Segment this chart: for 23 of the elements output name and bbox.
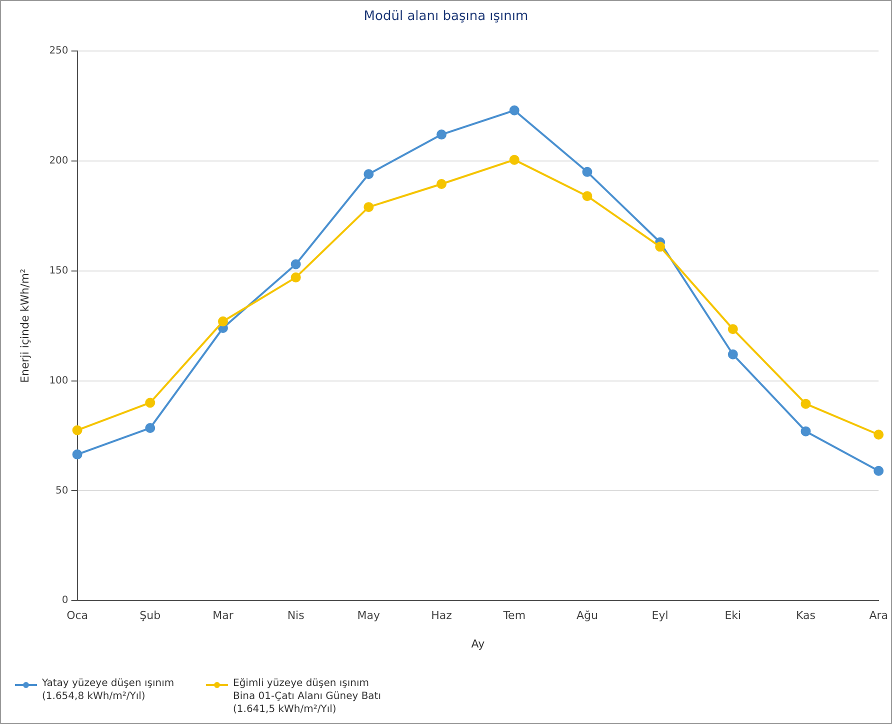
x-tick-label: May [357, 609, 381, 622]
legend-label: Eğimli yüzeye düşen ışınım Bina 01-Çatı Alanı Güney Batı (1.641,5 kWh/m²/Yıl) [233, 677, 382, 716]
x-tick-label: Ara [869, 609, 888, 622]
x-tick-label: Eyl [652, 609, 668, 622]
x-tick-label: Eki [724, 609, 742, 622]
y-tick-label: 100 [49, 375, 68, 386]
y-tick-label: 250 [49, 46, 68, 57]
x-tick-label: Nis [287, 609, 305, 622]
x-tick-label: Ağu [576, 609, 598, 622]
y-tick-label: 50 [56, 485, 68, 496]
x-tick-label: Kas [796, 609, 816, 622]
x-axis-title: Ay [471, 637, 486, 650]
x-tick-label: Oca [66, 609, 88, 622]
x-tick-label: Haz [431, 609, 452, 622]
y-axis-title: Enerji içinde kWh/m² [18, 268, 32, 383]
x-tick-label: Tem [502, 609, 526, 622]
y-tick-label: 0 [62, 595, 68, 606]
x-tick-label: Şub [140, 609, 161, 622]
legend-label: Yatay yüzeye düşen ışınım (1.654,8 kWh/m²/Yıl) [42, 677, 176, 703]
x-tick-label: Mar [212, 609, 234, 622]
y-tick-label: 200 [49, 156, 68, 167]
y-tick-label: 150 [49, 265, 68, 276]
chart-title: Modül alanı başına ışınım [362, 9, 530, 24]
